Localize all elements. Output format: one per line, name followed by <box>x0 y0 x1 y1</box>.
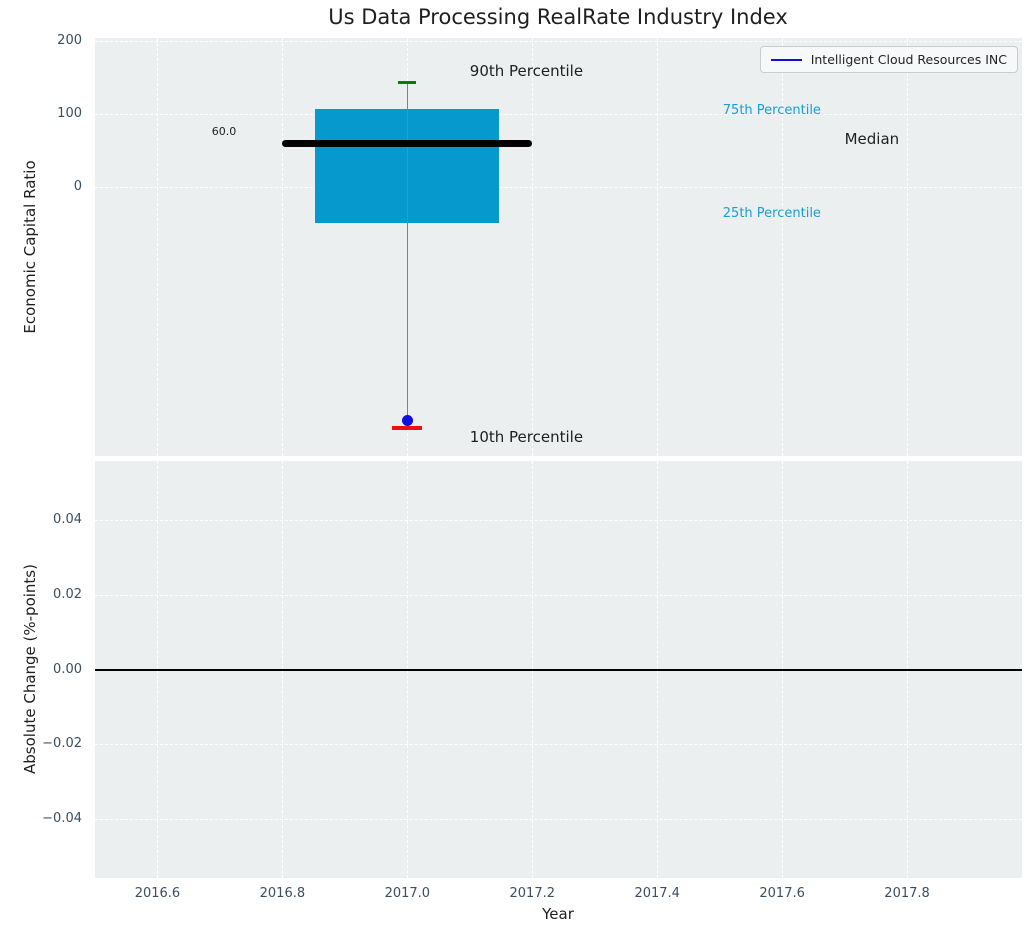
gridline-vertical <box>157 38 159 456</box>
annotation-90th-percentile: 90th Percentile <box>469 61 584 80</box>
legend-line-icon <box>770 58 802 61</box>
y-tick-label: −0.04 <box>42 811 82 827</box>
y-tick-label: 100 <box>57 105 82 121</box>
absolute-change-zero-line <box>95 668 1022 671</box>
gridline-vertical <box>657 38 659 456</box>
y-tick-label: −0.02 <box>42 736 82 752</box>
whisker-cap-90th <box>398 81 417 84</box>
gridline-horizontal <box>95 594 1022 596</box>
median-line <box>282 139 533 147</box>
gridline-horizontal <box>95 744 1022 746</box>
y-tick-label: 200 <box>57 32 82 48</box>
gridline-horizontal <box>95 819 1022 821</box>
gridline-horizontal <box>95 113 1022 115</box>
x-tick-label: 2017.6 <box>759 886 805 901</box>
x-tick-label: 2017.0 <box>384 886 431 901</box>
y-tick-label: 0 <box>73 178 82 194</box>
gridline-horizontal <box>95 519 1022 521</box>
gridline-horizontal <box>95 186 1022 188</box>
x-tick-label: 2017.4 <box>634 886 680 901</box>
annotation-60-0: 60.0 <box>211 125 237 139</box>
annotation-25th-percentile: 25th Percentile <box>722 206 821 222</box>
x-axis-label: Year <box>542 905 574 923</box>
gridline-vertical <box>407 38 409 456</box>
legend-label: Intelligent Cloud Resources INC <box>810 52 1007 67</box>
whisker-line <box>406 82 408 428</box>
x-tick-label: 2017.2 <box>509 886 556 901</box>
y-tick-label: 0.02 <box>53 586 82 602</box>
legend: Intelligent Cloud Resources INC <box>759 46 1018 73</box>
annotation-10th-percentile: 10th Percentile <box>469 428 584 446</box>
y-tick-label: 0.04 <box>53 511 82 527</box>
axes-economic-capital-ratio <box>95 38 1022 456</box>
x-tick-label: 2016.8 <box>259 886 306 901</box>
gridline-vertical <box>782 38 784 456</box>
x-tick-label: 2016.6 <box>134 886 181 901</box>
chart-title: Us Data Processing RealRate Industry Ind… <box>328 5 788 29</box>
gridline-vertical <box>532 38 534 456</box>
company-point-marker <box>401 415 413 427</box>
annotation-median: Median <box>844 129 900 148</box>
whisker-cap-10th <box>392 425 423 430</box>
gridline-vertical <box>907 38 909 456</box>
gridline-horizontal <box>95 40 1022 42</box>
annotation-75th-percentile: 75th Percentile <box>722 102 821 118</box>
y-tick-label: 0.00 <box>53 661 82 677</box>
gridline-vertical <box>282 38 284 456</box>
x-tick-label: 2017.8 <box>884 886 930 901</box>
